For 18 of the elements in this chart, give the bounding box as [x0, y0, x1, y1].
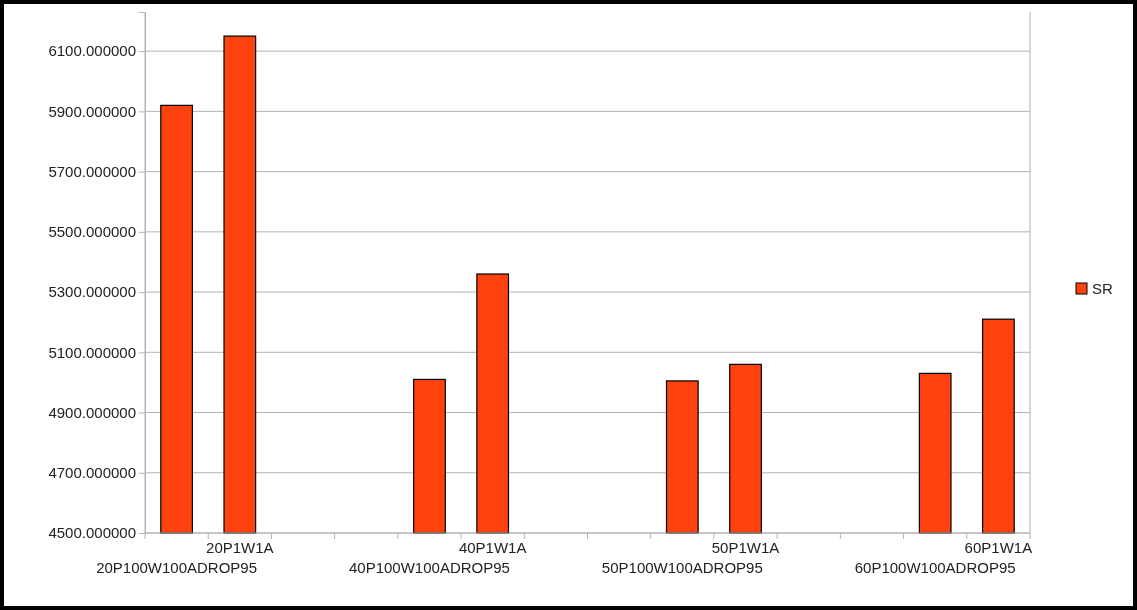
x-tick-label: 50P100W100ADROP95 [601, 559, 763, 576]
x-tick-label: 50P1W1A [711, 539, 780, 556]
y-tick-label: 4500.000000 [48, 524, 136, 542]
x-tick-label: 60P1W1A [964, 539, 1033, 556]
y-tick-label: 5500.000000 [48, 223, 136, 241]
y-tick-label: 4700.000000 [48, 464, 136, 482]
y-tick-label: 4900.000000 [48, 403, 136, 421]
y-tick-label: 5700.000000 [48, 162, 136, 180]
x-tick-label: 20P100W100ADROP95 [96, 559, 258, 576]
x-tick-label: 20P1W1A [206, 539, 274, 556]
legend-label: SR [1092, 280, 1113, 297]
y-tick-label: 5300.000000 [48, 283, 136, 301]
x-tick-label: 40P1W1A [458, 539, 527, 556]
y-tick-label: 5900.000000 [48, 102, 136, 120]
y-tick-label: 6100.000000 [48, 42, 136, 60]
y-tick-label: 5100.000000 [48, 343, 136, 361]
x-tick-label: 60P100W100ADROP95 [854, 559, 1016, 576]
x-tick-label: 40P100W100ADROP95 [349, 559, 510, 576]
